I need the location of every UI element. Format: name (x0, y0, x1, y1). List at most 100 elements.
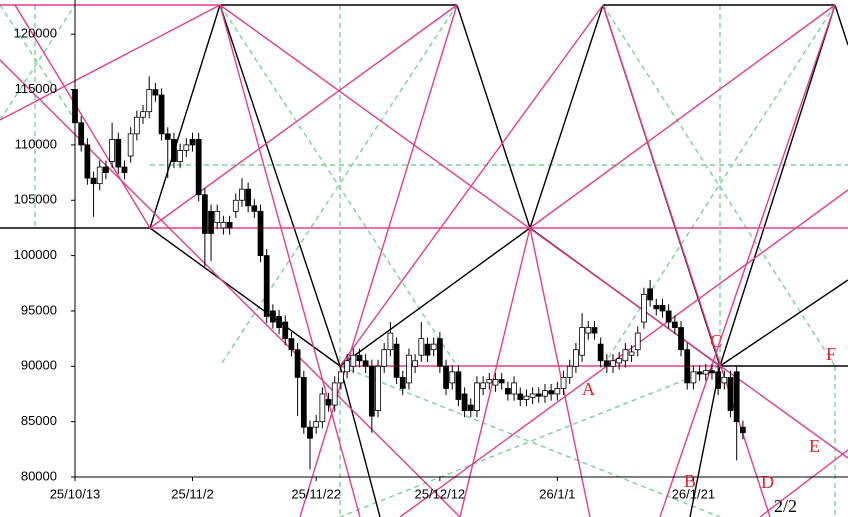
candle-body (263, 255, 270, 317)
candle-body (350, 354, 357, 367)
candle-body (393, 343, 400, 378)
fan-line (339, 4, 604, 367)
fan-line (529, 227, 591, 517)
candle-body (406, 354, 412, 384)
candle-body (603, 360, 610, 367)
candle-body (313, 421, 320, 428)
candle-body (461, 393, 468, 411)
candle-body (90, 177, 97, 185)
guide (0, 4, 76, 121)
candle-body (628, 351, 635, 356)
x-tick-label: 26/1/21 (672, 486, 715, 501)
candle-body (282, 321, 289, 340)
candle-body (133, 116, 140, 135)
x-tick-label: 25/10/13 (50, 486, 101, 501)
fan-line (759, 449, 848, 517)
frame-line (834, 4, 848, 46)
candle-body (573, 349, 579, 367)
candle-body (288, 338, 295, 351)
page-label: 2/2 (774, 496, 797, 516)
candle-body (331, 382, 338, 406)
candle-body (127, 133, 134, 157)
candle-body (523, 395, 530, 400)
x-tick-label: 25/11/2 (171, 486, 213, 501)
candle-body (344, 360, 350, 373)
candle-body (449, 371, 456, 384)
candle-body (96, 166, 103, 185)
candle-body (498, 379, 505, 384)
candle-body (480, 382, 487, 389)
frame-line (689, 365, 721, 517)
candle-body (511, 382, 517, 395)
candle-body (610, 360, 616, 367)
y-tick-label: 100000 (14, 247, 57, 262)
x-tick-label: 26/1/1 (539, 486, 575, 501)
candle-body (103, 166, 109, 173)
candle-body (158, 94, 165, 135)
candle-body (492, 379, 499, 386)
candle-body (78, 122, 85, 146)
fan-line (659, 4, 836, 517)
candle-body (399, 376, 406, 389)
candle-body (529, 393, 536, 398)
candle-body (597, 343, 604, 362)
candle-body (201, 194, 208, 234)
candle-body (220, 221, 227, 229)
candle-body (671, 321, 678, 328)
candle-body (733, 371, 740, 423)
candle-body (171, 138, 177, 162)
frame-line (339, 227, 531, 367)
candle-body (140, 111, 146, 118)
candle-body (641, 293, 647, 323)
fan-line (459, 227, 531, 517)
candle-body (418, 338, 425, 356)
frame-line (149, 227, 341, 367)
y-tick-label: 95000 (21, 302, 57, 317)
candle-body (579, 327, 585, 356)
candle-body (381, 349, 388, 367)
candle-body (436, 338, 443, 367)
x-tick-label: 25/11/22 (291, 486, 341, 501)
candle-body (467, 404, 474, 411)
y-tick-label: 110000 (15, 136, 57, 151)
candle-body (338, 371, 344, 384)
fan-line (219, 4, 848, 459)
candle-body (146, 89, 153, 113)
y-tick-label: 105000 (14, 192, 57, 207)
frame-line (719, 279, 848, 367)
candle-body (517, 393, 524, 400)
annotation: E (809, 436, 820, 456)
candle-body (653, 305, 660, 310)
candle-body (276, 316, 282, 328)
annotation: A (582, 379, 595, 399)
candle-body (251, 205, 258, 212)
frame-line (529, 4, 604, 229)
overlay-lines (0, 4, 848, 517)
candle-body (560, 376, 567, 389)
candle-body (548, 390, 555, 395)
guide (339, 365, 721, 517)
candle-body (356, 354, 363, 362)
candle-body (375, 365, 381, 411)
candle-body (270, 310, 276, 323)
candle-body (622, 349, 629, 362)
y-tick-label: 115000 (15, 81, 57, 96)
candle-body (647, 288, 653, 301)
candle-body (226, 221, 233, 229)
candle-body (300, 376, 307, 428)
y-tick-label: 85000 (21, 413, 57, 428)
candle-body (325, 399, 332, 406)
fan-line (529, 4, 836, 229)
annotation: D (761, 472, 774, 492)
candle-body (430, 343, 437, 351)
candle-body (152, 89, 159, 96)
frame-line (339, 365, 381, 517)
fan-line (219, 4, 361, 517)
candle-body (189, 138, 196, 146)
candle-body (177, 150, 184, 162)
candle-body (387, 332, 394, 351)
annotation: C (710, 331, 722, 351)
candle-body (424, 343, 431, 356)
candle-body (684, 349, 691, 384)
candle-body (214, 210, 221, 223)
